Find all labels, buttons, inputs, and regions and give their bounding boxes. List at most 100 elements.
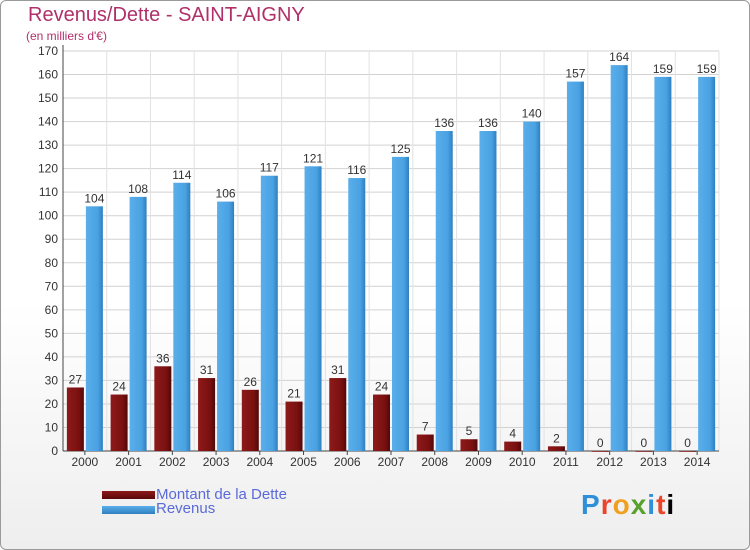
data-label-dette: 2 (553, 431, 560, 445)
bar-dette (198, 378, 216, 451)
data-label-revenus: 114 (172, 168, 191, 182)
bar-dette (154, 366, 172, 451)
data-label-revenus: 104 (84, 191, 104, 205)
data-label-dette: 31 (331, 363, 345, 377)
y-tick-label: 50 (45, 326, 59, 340)
y-tick-label: 130 (38, 138, 58, 152)
bar-dette (591, 451, 609, 452)
bar-revenus (348, 178, 366, 451)
x-tick-label: 2002 (159, 455, 186, 469)
data-label-revenus: 116 (347, 163, 366, 177)
x-tick-label: 2009 (465, 455, 492, 469)
bar-dette (373, 394, 390, 451)
bar-revenus (698, 76, 716, 451)
bar-revenus (566, 81, 584, 452)
y-tick-label: 100 (38, 209, 58, 223)
y-tick-label: 170 (38, 44, 58, 58)
y-tick-label: 40 (45, 350, 59, 364)
data-label-dette: 4 (509, 427, 516, 441)
data-label-dette: 27 (69, 372, 83, 386)
x-tick-label: 2003 (203, 455, 230, 469)
data-label-revenus: 117 (260, 161, 279, 175)
bar-dette (547, 446, 565, 451)
x-tick-label: 2007 (378, 455, 405, 469)
bar-dette (241, 389, 259, 451)
x-tick-label: 2012 (596, 455, 623, 469)
bar-revenus (435, 131, 453, 451)
data-label-dette: 31 (200, 363, 214, 377)
axes: 0102030405060708090100110120130140150160… (38, 44, 719, 469)
y-tick-label: 140 (38, 115, 58, 129)
data-label-dette: 24 (375, 380, 389, 394)
y-tick-label: 20 (45, 397, 59, 411)
bar-revenus (392, 156, 409, 451)
bar-revenus (85, 206, 103, 451)
bar-dette (329, 378, 347, 451)
data-labels: 2710424108361143110626117211213111624125… (69, 50, 717, 450)
y-tick-label: 30 (45, 373, 59, 387)
y-tick-label: 60 (45, 303, 59, 317)
y-tick-label: 90 (45, 232, 59, 246)
legend-label-dette: Montant de la Dette (156, 486, 287, 503)
data-label-revenus: 140 (522, 107, 542, 121)
y-tick-label: 110 (39, 185, 58, 199)
data-label-dette: 26 (244, 375, 258, 389)
grid-lines (62, 50, 720, 452)
data-label-dette: 0 (597, 436, 604, 450)
data-label-revenus: 125 (390, 142, 410, 156)
x-tick-label: 2010 (509, 455, 536, 469)
bar-dette (635, 451, 653, 452)
proxiti-logo: Proxiti (581, 489, 676, 520)
data-label-revenus: 108 (128, 182, 148, 196)
bar-dette (285, 401, 303, 451)
x-tick-label: 2001 (115, 455, 142, 469)
data-label-dette: 24 (112, 380, 126, 394)
bar-dette (416, 434, 434, 451)
bar-revenus (304, 166, 322, 451)
legend-swatch-dette (102, 491, 155, 499)
y-tick-label: 80 (45, 256, 59, 270)
y-tick-label: 120 (38, 162, 58, 176)
data-label-dette: 7 (422, 420, 429, 434)
bar-revenus (523, 121, 541, 452)
bar-revenus (173, 182, 191, 451)
bar-revenus (654, 76, 672, 451)
y-tick-label: 150 (38, 91, 58, 105)
legend-label-revenus: Revenus (156, 500, 216, 517)
data-label-revenus: 121 (303, 151, 323, 165)
x-tick-label: 2011 (553, 455, 579, 469)
bar-revenus (479, 131, 497, 451)
data-label-revenus: 157 (565, 67, 585, 81)
bar-revenus (260, 175, 278, 452)
bar-dette (66, 387, 84, 451)
bar-revenus (610, 65, 628, 451)
data-label-dette: 0 (684, 436, 691, 450)
data-label-dette: 21 (287, 387, 301, 401)
bar-revenus (129, 196, 147, 451)
bar-dette (504, 441, 522, 451)
x-tick-label: 2004 (246, 455, 273, 469)
legend-swatch-revenus (102, 506, 155, 514)
x-tick-label: 2013 (640, 455, 667, 469)
x-tick-label: 2008 (421, 455, 448, 469)
x-tick-label: 2000 (72, 455, 99, 469)
bars (66, 65, 716, 452)
bar-dette (460, 439, 478, 451)
x-tick-label: 2014 (684, 455, 711, 469)
data-label-revenus: 106 (216, 187, 236, 201)
chart-title: Revenus/Dette - SAINT-AIGNY (28, 4, 305, 26)
data-label-dette: 36 (156, 351, 170, 365)
bar-dette (110, 394, 128, 451)
data-label-dette: 0 (641, 436, 648, 450)
y-tick-label: 70 (45, 279, 59, 293)
y-tick-label: 10 (45, 420, 59, 434)
data-label-revenus: 164 (609, 50, 629, 64)
y-tick-label: 160 (38, 68, 58, 82)
y-tick-label: 0 (51, 444, 58, 458)
x-tick-label: 2006 (334, 455, 361, 469)
data-label-revenus: 136 (434, 116, 454, 130)
bar-revenus (217, 201, 235, 451)
data-label-revenus: 159 (653, 62, 673, 76)
bar-dette (679, 451, 697, 452)
